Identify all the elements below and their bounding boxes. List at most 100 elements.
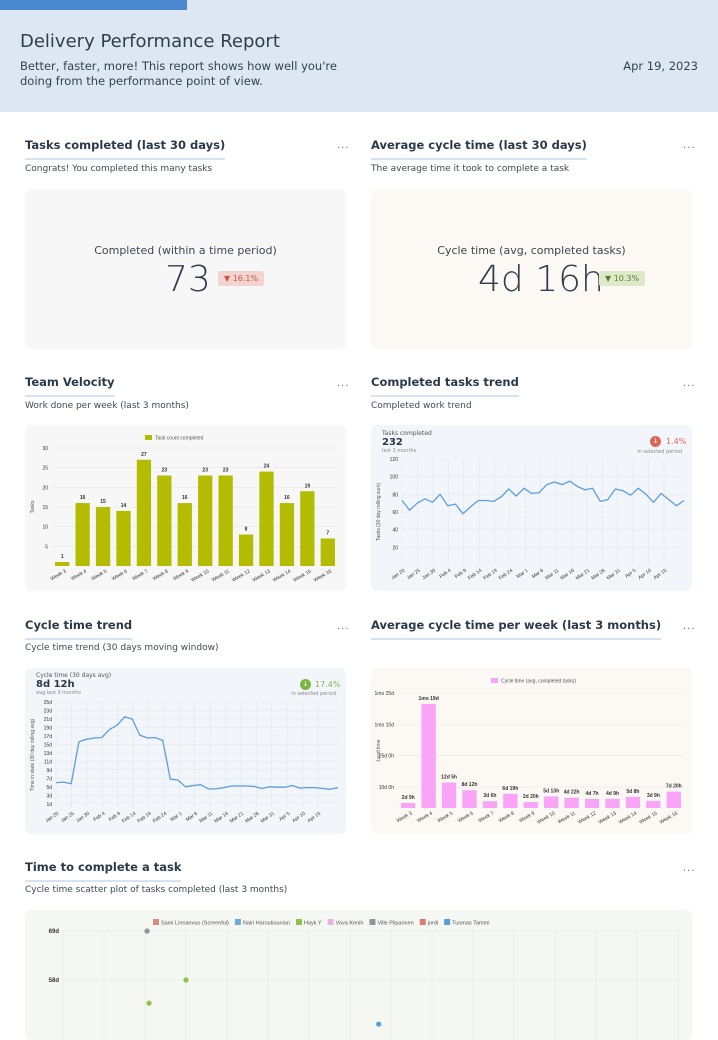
y-tick-label: 10 xyxy=(42,525,48,531)
y-tick-label: 15 xyxy=(42,505,48,511)
section-subtitle: Cycle time scatter plot of tasks complet… xyxy=(25,885,288,895)
x-tick-label: Week 15 xyxy=(638,810,658,825)
legend-label: Sami Linnanvuo (Screenful) xyxy=(161,921,229,927)
x-tick-label: Week 3 xyxy=(50,568,68,582)
trend-line xyxy=(401,480,685,515)
y-tick-label: 25d xyxy=(44,700,53,706)
x-tick-label: Apr 15 xyxy=(653,568,669,581)
x-tick-label: Feb 24 xyxy=(152,811,168,825)
legend-label: Task count completed xyxy=(155,436,204,442)
x-tick-label: Week 11 xyxy=(557,810,577,825)
legend-swatch xyxy=(444,919,451,925)
bar-value-label: 24 xyxy=(264,464,270,470)
bar-value-label: 4d 22h xyxy=(564,790,580,796)
y-tick-label: 58d xyxy=(49,978,60,984)
x-tick-label: Week 7 xyxy=(131,568,149,582)
page-subtitle: Better, faster, more! This report shows … xyxy=(20,59,337,88)
bar xyxy=(177,503,192,566)
more-menu-button[interactable]: ... xyxy=(337,140,350,151)
kpi-label: Cycle time (avg, completed tasks) xyxy=(437,244,626,257)
bar-value-label: 7d 20h xyxy=(666,784,682,790)
x-tick-label: Mar 21 xyxy=(575,568,591,582)
bar xyxy=(605,798,620,808)
kpi-value: 4d 16h xyxy=(478,259,604,300)
change-badge: ▼ 16.1% xyxy=(218,271,265,286)
page-title: Delivery Performance Report xyxy=(20,31,280,52)
legend-swatch xyxy=(327,919,334,925)
section-title: Cycle time trend xyxy=(25,618,133,640)
legend-swatch xyxy=(234,919,241,925)
scatter-point xyxy=(376,1021,382,1027)
scatter-point xyxy=(183,977,189,983)
bar-value-label: 4d 9h xyxy=(606,791,619,797)
report-header: Delivery Performance Report Better, fast… xyxy=(0,0,718,112)
legend-swatch xyxy=(145,435,152,440)
y-tick-label: 19d xyxy=(44,725,53,731)
bar-value-label: 1 xyxy=(61,554,64,560)
x-tick-label: Week 13 xyxy=(252,568,272,583)
bar-value-label: 16 xyxy=(284,495,290,501)
bar xyxy=(116,510,131,566)
x-tick-label: Week 3 xyxy=(396,810,414,824)
y-tick-label: 1d xyxy=(46,802,52,808)
bar-value-label: 6d 19h xyxy=(502,786,518,792)
stat-label: Cycle time (30 days avg) xyxy=(36,672,112,679)
more-menu-button[interactable]: ... xyxy=(683,140,696,151)
y-tick-label: 60 xyxy=(392,510,398,516)
y-tick-label: 17d xyxy=(44,734,53,740)
bar-value-label: 12d 5h xyxy=(441,774,457,780)
x-tick-label: Mar 6 xyxy=(185,811,199,823)
y-tick-label: 25 xyxy=(42,466,48,472)
y-axis-label: Time in state (30 day rolling avg) xyxy=(30,718,36,791)
x-tick-label: Feb 14 xyxy=(121,811,137,825)
bar-value-label: 14 xyxy=(121,503,127,509)
legend-swatch xyxy=(419,919,426,925)
more-menu-button[interactable]: ... xyxy=(683,378,696,389)
x-tick-label: Week 4 xyxy=(70,568,88,582)
bar xyxy=(421,703,436,808)
change-value: 1.4% xyxy=(666,437,687,446)
more-menu-button[interactable]: ... xyxy=(683,621,696,632)
bar-value-label: 1mo 19d xyxy=(418,696,438,702)
x-tick-label: Week 10 xyxy=(536,810,556,825)
more-menu-button[interactable]: ... xyxy=(337,621,350,632)
legend-label: Ville Piiparinen xyxy=(377,921,413,927)
y-tick-label: 5d xyxy=(46,785,52,791)
cycle-trend-card: 1d 3d 5d 7d 9d 11d 13d 15d 17d 19d 21d 23d 25d Time i… xyxy=(25,668,346,834)
completed-trend-card: 20 40 60 80 100 120 Tasks (30 day rolling sum)… xyxy=(371,425,692,591)
x-tick-label: Apr 5 xyxy=(624,568,637,580)
scatter-chart: 69d 58d Sami Linnanvuo (Screenful) Nairi Ha… xyxy=(49,919,680,1040)
section-subtitle: Work done per week (last 3 months) xyxy=(25,401,189,411)
x-tick-label: Week 8 xyxy=(498,810,516,824)
x-tick-label: Feb 19 xyxy=(136,811,152,825)
more-menu-button[interactable]: ... xyxy=(683,863,696,874)
legend-swatch xyxy=(153,919,159,925)
legend-label: Hayk Y xyxy=(304,921,322,927)
section-title: Average cycle time (last 30 days) xyxy=(371,138,587,160)
x-tick-label: Week 15 xyxy=(292,568,312,583)
scatter-card: 69d 58d Sami Linnanvuo (Screenful) Nairi Ha… xyxy=(25,910,692,1040)
bar-value-label: 19 xyxy=(305,483,311,489)
bar-value-label: 15 xyxy=(100,499,106,505)
bar xyxy=(564,797,579,808)
change-badge: ▼ 10.3% xyxy=(599,271,646,286)
y-tick-label: 21d xyxy=(44,717,53,723)
x-tick-label: Feb 24 xyxy=(498,568,514,582)
bar xyxy=(300,491,315,566)
x-tick-label: Mar 11 xyxy=(198,811,214,825)
y-tick-label: 7d xyxy=(46,776,52,782)
x-tick-label: Feb 4 xyxy=(438,568,452,580)
more-menu-button[interactable]: ... xyxy=(337,378,350,389)
x-tick-label: Week 10 xyxy=(190,568,210,583)
cycle-trend-chart: 1d 3d 5d 7d 9d 11d 13d 15d 17d 19d 21d 23d 25d Time i… xyxy=(30,700,339,825)
legend-label: Vova Kenih xyxy=(336,921,364,927)
x-tick-label: Week 8 xyxy=(152,568,170,582)
bar-value-label: 5d 13h xyxy=(543,788,559,794)
y-tick-label: 10d 0h xyxy=(379,785,395,791)
bar-value-label: 2d 20h xyxy=(523,794,539,800)
bar-value-label: 16 xyxy=(80,495,86,501)
x-tick-label: Mar 21 xyxy=(229,811,245,825)
x-tick-label: Feb 9 xyxy=(108,811,122,823)
x-tick-label: Jan 20 xyxy=(44,811,60,825)
trend-line xyxy=(55,716,339,790)
